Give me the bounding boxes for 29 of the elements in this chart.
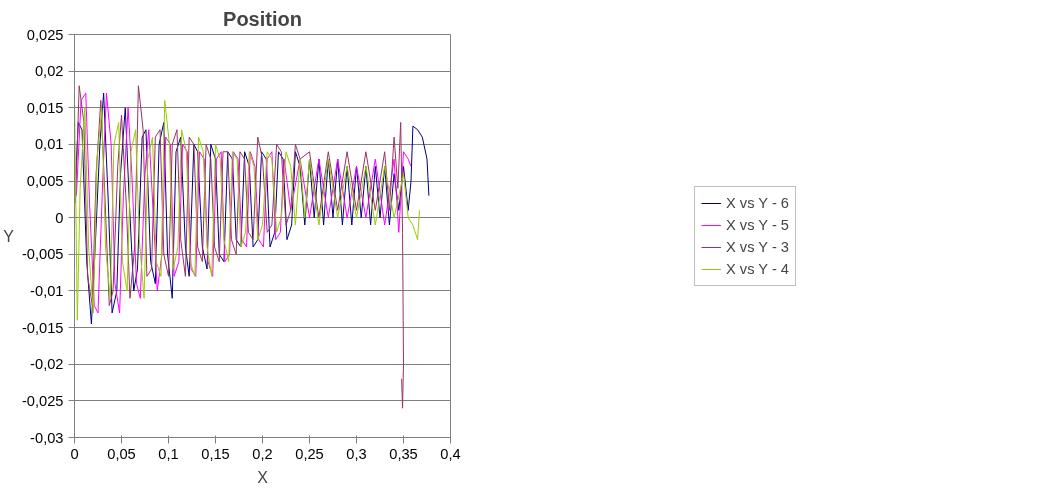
x-tick-label: 0: [70, 445, 79, 462]
y-tick-label: 0,015: [26, 99, 64, 116]
y-tick-label: -0,025: [21, 392, 64, 409]
legend-label: X vs Y - 5: [726, 216, 789, 233]
y-tick-label: 0,01: [34, 136, 64, 153]
y-tick-label: -0,02: [30, 356, 64, 373]
legend-label: X vs Y - 6: [726, 194, 789, 211]
y-axis-title: Y: [3, 227, 15, 245]
x-tick-label: 0,1: [158, 445, 179, 462]
x-tick-label: 0,05: [107, 445, 136, 462]
x-tick-label: 0,4: [440, 445, 461, 462]
legend-label: X vs Y - 3: [726, 238, 789, 255]
y-tick-label: 0,02: [34, 63, 64, 80]
y-tick-label: 0,025: [26, 26, 64, 43]
x-tick-label: 0,3: [346, 445, 367, 462]
legend-label: X vs Y - 4: [726, 260, 789, 277]
chart-title: Position: [223, 7, 302, 30]
y-tick-label: 0: [55, 209, 64, 226]
y-tick-label: 0,005: [26, 173, 64, 190]
x-tick-label: 0,15: [201, 445, 230, 462]
y-tick-label: -0,03: [30, 429, 64, 446]
y-tick-label: -0,005: [21, 246, 64, 263]
line-series: [74, 85, 404, 409]
x-tick-label: 0,35: [389, 445, 418, 462]
x-axis-title: X: [257, 468, 269, 486]
x-tick-label: 0,2: [252, 445, 273, 462]
y-tick-label: -0,01: [30, 282, 64, 299]
x-tick-label: 0,25: [295, 445, 324, 462]
y-tick-label: -0,015: [21, 319, 64, 336]
